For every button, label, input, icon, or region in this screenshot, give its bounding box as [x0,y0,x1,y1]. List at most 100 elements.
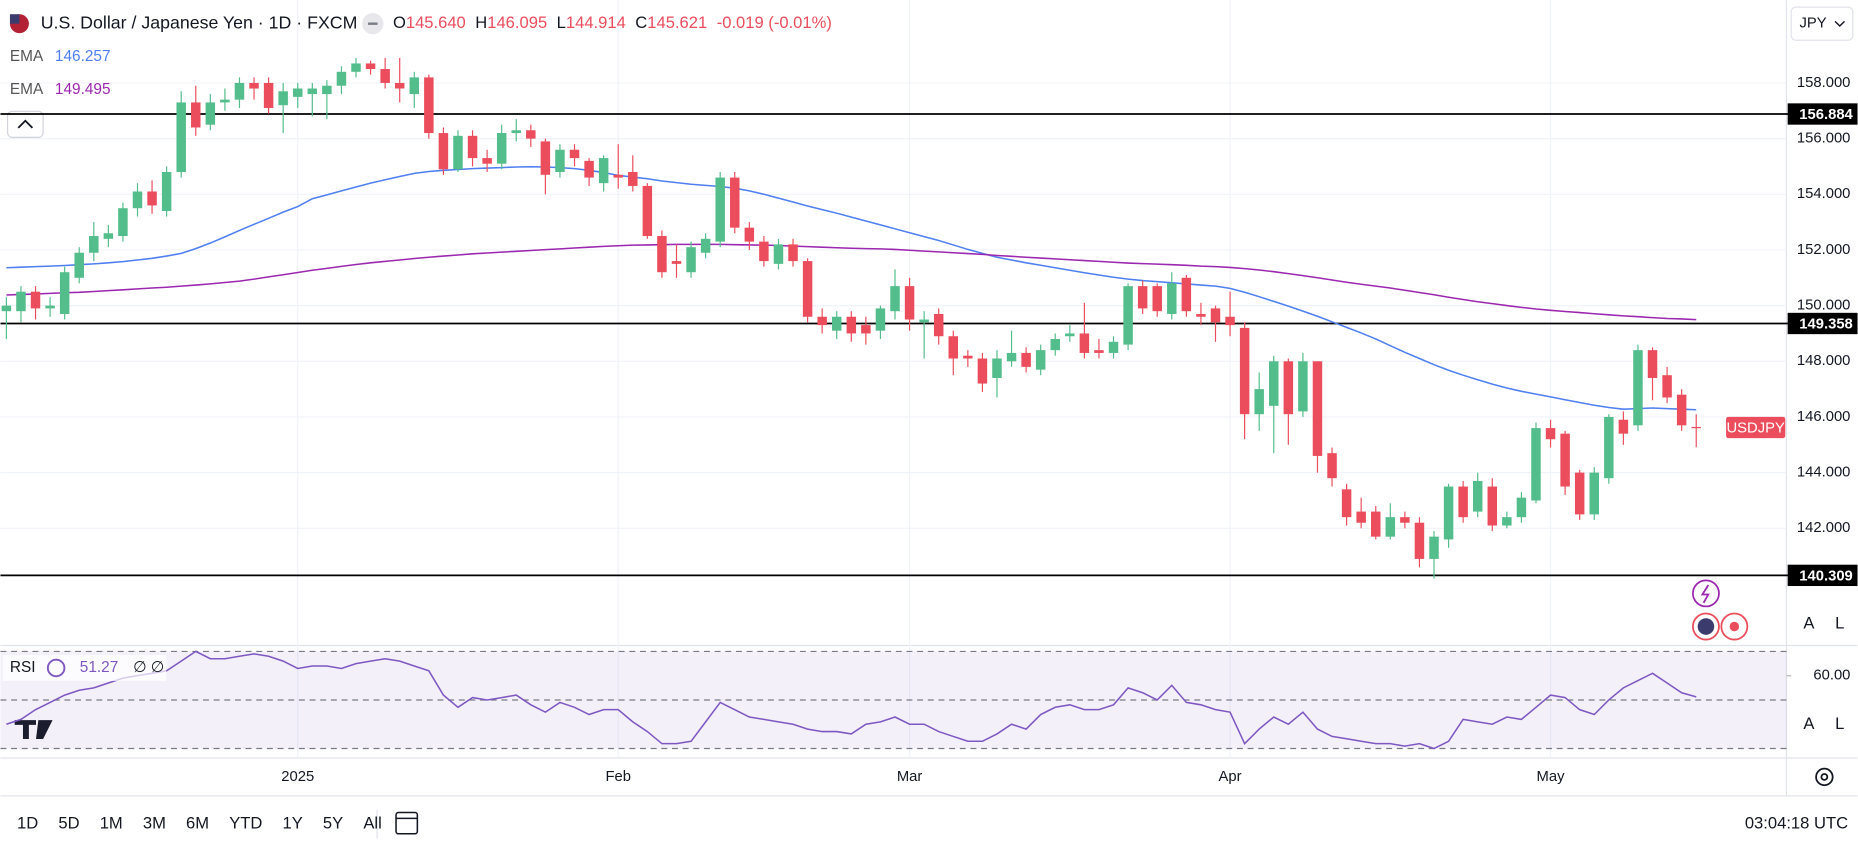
candle-body [234,82,245,100]
candle-body [671,261,682,264]
candle-body [438,133,449,170]
candle-body [103,233,114,239]
ohlc-key: O [393,13,406,32]
settings-icon[interactable] [46,658,66,678]
ohlc-key: L [557,13,566,32]
ohlc-value: 145.640 [406,13,466,32]
candle-body [293,88,303,97]
currency-dropdown[interactable] [1790,6,1854,41]
ohlc-value: 146.095 [487,13,547,32]
rsi-line [6,650,1697,750]
candle-body [1371,511,1381,537]
level-label-bg [1787,312,1858,335]
candle-body [1065,333,1075,337]
level-label: 149.358 [1799,317,1852,333]
range-button[interactable]: All [363,814,381,833]
ema-line [6,243,1697,321]
candle-body [191,102,201,128]
scale-button[interactable]: L [1835,714,1844,733]
candle-body [1574,472,1585,515]
candle-body [817,316,827,326]
candle-body [1006,352,1017,362]
symbol-tag: USDJPY [1726,421,1785,437]
logo [14,720,53,740]
candle-body [861,325,871,334]
range-button[interactable]: 5Y [323,814,343,833]
candle-body [555,149,565,173]
candle-body [1,305,12,312]
candle-body [1239,327,1250,415]
candle-body [744,227,755,242]
candle-body [1152,286,1162,312]
y-tick-label: 142.000 [1797,520,1851,536]
ohlc-key: H [475,13,487,32]
candle-body [496,133,507,164]
candle-body [263,82,274,108]
x-tick-label: 2025 [281,769,314,785]
candle-body [657,236,667,273]
candle-body [1356,511,1366,523]
scale-button[interactable]: A [1803,614,1815,633]
candle-body [759,241,769,262]
range-button[interactable]: 1Y [283,814,303,833]
range-button[interactable]: 6M [186,814,209,833]
candle-body [1560,433,1570,487]
candle-body [1429,536,1439,559]
candle-body [1531,428,1541,501]
candle-body [482,158,492,164]
candle-body [1604,416,1614,479]
candle-body [249,82,259,89]
range-button[interactable]: 1M [100,814,123,833]
collapse-button[interactable] [6,110,44,138]
scale-button[interactable]: A [1803,714,1815,733]
currency[interactable]: JPY [1800,16,1827,32]
candle-body [730,177,740,228]
symbol-title: U.S. Dollar / Japanese Yen · 1D · FXCM [41,12,358,32]
candle-body [1385,517,1396,537]
candle-body [322,85,332,95]
ema-line [6,165,1697,411]
range-button[interactable]: 1D [17,814,38,833]
ohlc-value: 144.914 [566,13,626,32]
candle-body [1210,308,1221,323]
y-tick-label: 150.000 [1797,298,1851,314]
price-change: -0.019 (-0.01%) [717,13,832,32]
candle-body [1472,480,1483,512]
status-dash [368,22,378,25]
range-button[interactable]: 5D [58,814,79,833]
date-range-icon[interactable] [395,811,419,835]
range-button[interactable]: 3M [143,814,166,833]
candle-body [788,244,798,262]
candle-body [1487,486,1498,526]
indicator-value: 149.495 [55,81,111,98]
x-tick-label: Feb [605,769,631,785]
y-tick-label: 148.000 [1797,353,1851,369]
candle-body [1312,361,1323,456]
candle-body [642,185,653,237]
candle-body [1676,394,1687,426]
event-dot [1729,621,1740,632]
candle-body [1079,333,1090,353]
candle-body [715,177,725,242]
settings-icon[interactable] [1815,767,1834,787]
event-icon[interactable] [1692,579,1720,608]
candle-body [424,77,434,134]
symbol-tag-bg [1726,416,1786,439]
candle-body [380,69,390,83]
candle-body [176,102,186,173]
y-tick-label: 156.000 [1797,131,1851,147]
candle-body [526,130,536,139]
candle-body [977,358,988,384]
candle-body [1443,486,1454,540]
candle-body [1050,339,1060,351]
legend-bg [2,654,167,682]
scale-button[interactable]: L [1835,614,1844,633]
ohlc-key: C [635,13,647,32]
candle-body [453,135,463,170]
indicator-inputs: ∅ ∅ [133,659,164,676]
range-button[interactable]: YTD [229,814,262,833]
candle-body [846,316,857,334]
candle-body [1035,350,1046,370]
